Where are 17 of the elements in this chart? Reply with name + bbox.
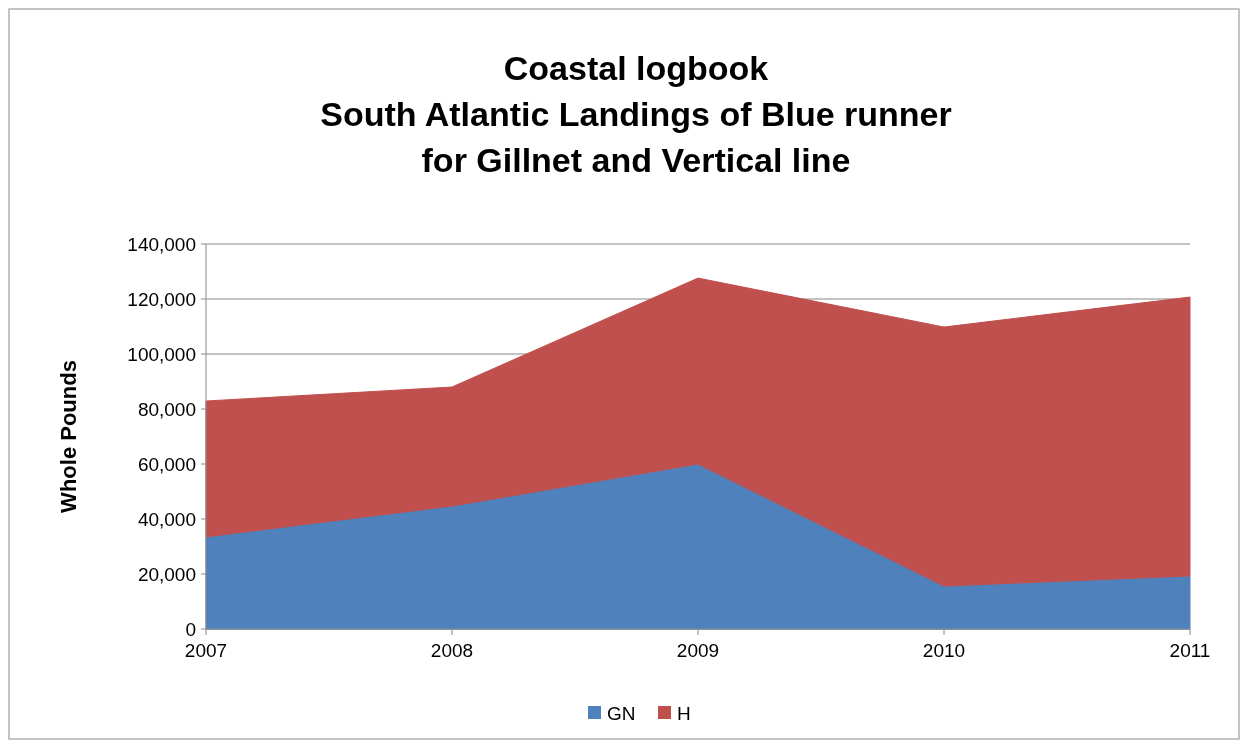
y-tick-label: 40,000 bbox=[137, 508, 196, 530]
y-tick-label: 80,000 bbox=[137, 398, 196, 420]
x-tick-label: 2010 bbox=[922, 640, 966, 661]
y-tick-label: 60,000 bbox=[137, 453, 196, 475]
x-tick-label: 2011 bbox=[1169, 640, 1211, 661]
legend-label: H bbox=[677, 702, 691, 724]
y-axis-title: Whole Pounds bbox=[56, 360, 81, 513]
x-tick-label: 2007 bbox=[184, 640, 228, 661]
legend-label: GN bbox=[607, 702, 636, 724]
y-tick-label: 120,000 bbox=[127, 288, 196, 310]
y-tick-label: 100,000 bbox=[127, 343, 196, 365]
chart-title: Coastal logbook South Atlantic Landings of Blue runner for Gillnet and Vertical line bbox=[320, 49, 952, 179]
x-tick-label: 2008 bbox=[430, 640, 474, 661]
y-tick-label: 20,000 bbox=[137, 563, 196, 585]
y-tick-label: 0 bbox=[185, 618, 196, 640]
x-tick-label: 2009 bbox=[676, 640, 720, 661]
y-tick-label: 140,000 bbox=[127, 233, 196, 255]
